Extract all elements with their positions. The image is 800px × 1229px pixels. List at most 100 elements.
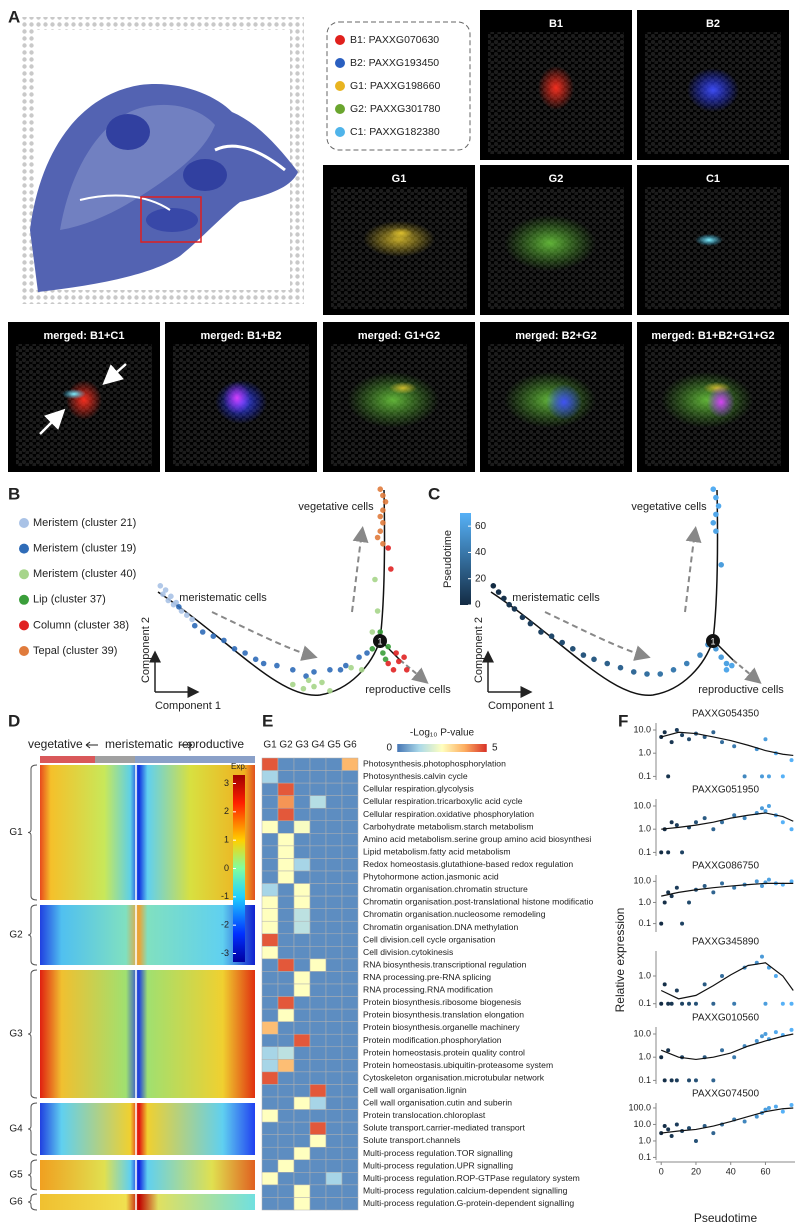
expression-point xyxy=(766,877,771,882)
heatmap-cell xyxy=(309,1172,327,1186)
heatmap-cell xyxy=(261,782,279,796)
heatmap-cell xyxy=(309,1008,327,1022)
heatmap-cell xyxy=(277,1159,295,1173)
cell-point xyxy=(369,629,376,635)
y-tick-label: 10.0 xyxy=(633,724,651,734)
group-band xyxy=(95,756,135,763)
colorbar-tick-label: -1 xyxy=(221,891,229,901)
heatmap-cell xyxy=(261,1159,279,1173)
column-label: G5 xyxy=(327,740,341,751)
y-tick-label: 1.0 xyxy=(638,1052,651,1062)
cell-point xyxy=(374,534,381,541)
expression-image: B2 xyxy=(637,10,789,160)
cell-point xyxy=(343,662,349,669)
expression-point xyxy=(666,1048,671,1053)
y-tick-label: 100.0 xyxy=(628,1102,651,1112)
heatmap-cell xyxy=(309,1059,327,1073)
fit-curve xyxy=(661,882,794,897)
heatmap-cell xyxy=(277,883,295,897)
cell-point xyxy=(380,541,386,547)
heatmap-cell xyxy=(277,795,295,809)
heatmap-cell xyxy=(277,870,295,884)
cell-point xyxy=(385,660,392,667)
heatmap-cell xyxy=(341,1121,359,1135)
heatmap-cell xyxy=(293,1146,311,1161)
heatmap-cell xyxy=(261,1096,279,1110)
y-tick-label: 10.0 xyxy=(633,1028,651,1038)
colorbar-tick-label: 2 xyxy=(224,806,229,816)
heatmap-cell xyxy=(277,933,295,947)
heatmap-cell xyxy=(325,1197,343,1211)
signal xyxy=(389,382,417,394)
legend-label: Tepal (cluster 39) xyxy=(33,645,117,657)
expression-point xyxy=(669,894,674,899)
expression-point xyxy=(662,982,667,987)
heatmap-cell xyxy=(277,971,295,985)
expression-point xyxy=(669,740,674,745)
heatmap-cell xyxy=(277,782,295,796)
heatmap-block xyxy=(40,970,255,1098)
expression-point xyxy=(711,827,716,832)
cell-point xyxy=(210,633,217,639)
heatmap-cell xyxy=(309,870,327,884)
heatmap-cell xyxy=(261,1084,279,1098)
legend-label: Lip (cluster 37) xyxy=(33,594,106,606)
y-axis-label: Relative expression xyxy=(613,908,627,1013)
cell-point xyxy=(506,601,512,608)
cell-point xyxy=(570,646,576,652)
heatmap-cell xyxy=(325,820,343,834)
heatmap-cell xyxy=(293,946,311,960)
cell-point xyxy=(327,667,333,673)
cell-point xyxy=(173,599,179,606)
expression-point xyxy=(720,881,725,886)
annotation: vegetative cells xyxy=(298,501,374,513)
heatmap-cell xyxy=(277,958,295,972)
expression-image: B1 xyxy=(480,10,632,160)
cell-point xyxy=(511,606,518,612)
heatmap-cell xyxy=(325,833,343,847)
row-label: Multi-process regulation.ROP-GTPase regu… xyxy=(363,1173,580,1183)
cell-point xyxy=(231,646,238,652)
cell-point xyxy=(380,520,386,526)
heatmap-cell xyxy=(277,996,295,1010)
heatmap-cell xyxy=(293,1134,311,1148)
expression-point xyxy=(742,816,747,821)
spot-grid xyxy=(645,187,781,309)
plot-title: PAXXG086750 xyxy=(692,861,760,872)
expression-point xyxy=(674,727,679,732)
annotation: reproductive cells xyxy=(365,684,451,696)
heatmap-cell xyxy=(293,983,311,997)
heatmap-cell xyxy=(309,1033,327,1048)
row-label: Multi-process regulation.G-protein-depen… xyxy=(363,1198,574,1208)
plot-title: PAXXG054350 xyxy=(692,709,760,720)
row-label: RNA processing.pre-RNA splicing xyxy=(363,972,491,982)
heatmap-cell xyxy=(293,895,311,909)
plot-title: PAXXG345890 xyxy=(692,937,760,948)
heatmap-cell xyxy=(293,971,311,985)
dashed-arrow xyxy=(732,659,762,684)
image-title: merged: B2+G2 xyxy=(515,330,597,342)
legend-swatch xyxy=(19,569,29,580)
legend-label: Meristem (cluster 21) xyxy=(33,517,136,529)
heatmap-cell xyxy=(261,920,279,935)
heatmap-cell xyxy=(309,1096,327,1110)
plot-title: PAXXG074500 xyxy=(692,1089,760,1100)
heatmap-cell xyxy=(293,920,311,935)
heatmap-cell xyxy=(341,1197,359,1211)
heatmap-cell xyxy=(261,1197,279,1211)
heatmap-cell xyxy=(325,920,343,935)
expression-point xyxy=(680,921,685,926)
cell-point xyxy=(252,656,259,663)
cell-point xyxy=(191,622,198,629)
expression-point xyxy=(687,1126,692,1131)
heatmap-block xyxy=(40,1160,255,1190)
expression-point xyxy=(674,885,679,890)
cell-point xyxy=(713,511,719,518)
heatmap-cell xyxy=(277,1021,295,1035)
heatmap-cell xyxy=(277,895,295,909)
heatmap-cell xyxy=(325,1146,343,1161)
heatmap-cell xyxy=(309,946,327,960)
cell-point xyxy=(221,637,227,644)
row-label: Phytohormone action.jasmonic acid xyxy=(363,872,499,882)
heatmap-cell xyxy=(341,1109,359,1123)
